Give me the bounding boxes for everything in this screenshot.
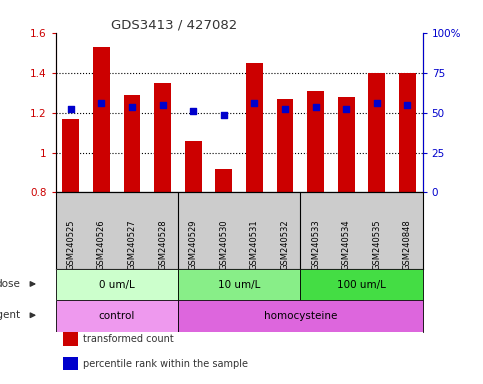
Bar (63, 357, 78, 371)
Bar (185, 141, 201, 192)
Point (67, 106, 75, 112)
Bar (56, 269, 178, 300)
Bar (215, 169, 232, 192)
Text: transformed count: transformed count (83, 334, 174, 344)
Bar (178, 269, 300, 300)
Bar (178, 300, 423, 331)
Bar (93, 46, 110, 192)
Text: agent: agent (0, 310, 21, 320)
Text: GDS3413 / 427082: GDS3413 / 427082 (111, 18, 237, 31)
Text: 0 um/L: 0 um/L (99, 280, 135, 290)
Point (403, 101, 411, 108)
Text: percentile rank within the sample: percentile rank within the sample (83, 359, 248, 369)
Text: 10 um/L: 10 um/L (218, 280, 260, 290)
Bar (300, 269, 423, 300)
Bar (277, 99, 293, 192)
Point (220, 111, 227, 118)
Bar (307, 91, 324, 192)
Point (312, 104, 319, 110)
Bar (56, 300, 178, 331)
Bar (63, 333, 78, 346)
Bar (399, 73, 416, 192)
Bar (369, 73, 385, 192)
Point (251, 99, 258, 106)
Bar (338, 97, 355, 192)
Point (128, 104, 136, 110)
Point (373, 99, 381, 106)
Bar (124, 94, 141, 192)
Point (189, 108, 197, 114)
Point (342, 106, 350, 112)
Bar (246, 63, 263, 192)
Point (98, 99, 105, 106)
Bar (62, 119, 79, 192)
Text: control: control (99, 311, 135, 321)
Point (159, 101, 167, 108)
Text: 100 um/L: 100 um/L (337, 280, 386, 290)
Bar (154, 83, 171, 192)
Text: dose: dose (0, 279, 21, 289)
Text: homocysteine: homocysteine (264, 311, 337, 321)
Point (281, 106, 289, 112)
